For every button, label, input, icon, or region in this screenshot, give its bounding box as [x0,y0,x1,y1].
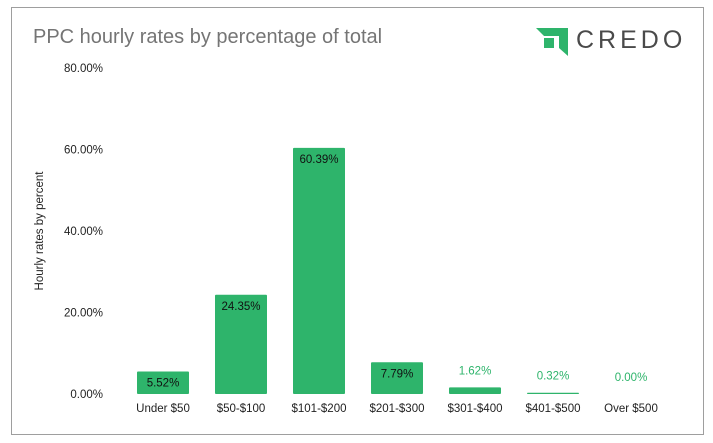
bar [293,147,345,394]
bar [137,371,189,394]
x-tick-label: $201-$300 [370,403,425,415]
y-tick-label: 40.00% [64,226,103,238]
x-tick-label: $401-$500 [526,403,581,415]
x-tick-label: Under $50 [136,403,190,415]
y-tick-label: 80.00% [64,63,103,75]
data-label: 0.32% [537,371,570,383]
credo-logo: CREDO [532,22,692,63]
x-tick-label: $50-$100 [217,403,266,415]
bar [215,294,267,394]
x-tick-label: $101-$200 [292,403,347,415]
logo-mark-icon [536,28,568,56]
data-label: 7.79% [381,368,414,380]
bar [527,392,579,394]
bar [449,387,501,394]
data-label: 1.62% [459,365,492,377]
y-tick-label: 60.00% [64,145,103,157]
chart-frame [11,7,704,435]
x-tick-label: Over $500 [604,403,658,415]
chart-title: PPC hourly rates by percentage of total [33,26,383,48]
y-axis-label: Hourly rates by percent [34,171,46,291]
logo-text: CREDO [576,26,686,54]
data-label: 24.35% [221,301,260,313]
data-label: 0.00% [615,372,648,384]
data-label: 5.52% [147,378,180,390]
data-label: 60.39% [299,154,338,166]
bar [371,362,423,394]
x-tick-label: $301-$400 [448,403,503,415]
y-tick-label: 20.00% [64,308,103,320]
y-tick-label: 0.00% [70,389,103,401]
